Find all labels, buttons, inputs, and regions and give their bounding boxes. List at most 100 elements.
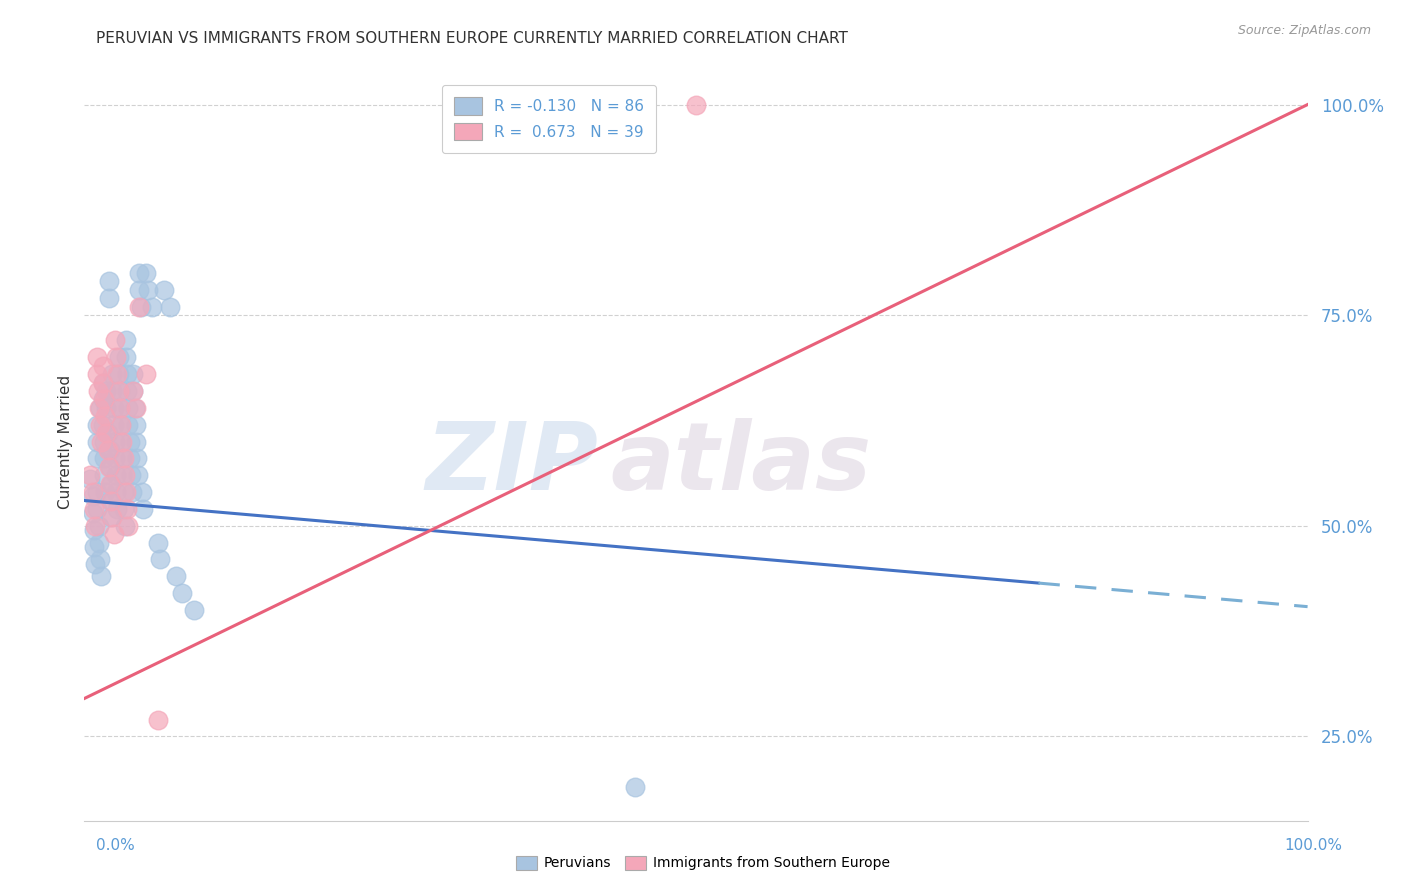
Point: [82, 489, 104, 503]
Point: [122, 384, 145, 398]
Point: [112, 485, 135, 500]
Point: [97, 426, 120, 441]
Point: [111, 468, 134, 483]
Text: atlas: atlas: [610, 418, 872, 510]
Point: [82, 485, 104, 500]
Point: [91, 376, 114, 390]
Point: [94, 485, 117, 500]
Text: 0.0%: 0.0%: [96, 838, 135, 853]
Point: [183, 603, 205, 617]
Point: [104, 451, 127, 466]
Point: [121, 485, 143, 500]
Point: [105, 367, 128, 381]
Point: [128, 300, 150, 314]
Point: [131, 485, 153, 500]
Point: [107, 351, 129, 365]
Point: [108, 401, 131, 415]
Point: [100, 493, 122, 508]
Point: [97, 291, 120, 305]
Point: [93, 451, 115, 466]
Point: [84, 557, 107, 571]
Point: [83, 502, 105, 516]
Point: [127, 468, 149, 483]
Point: [91, 417, 114, 432]
Point: [125, 401, 148, 415]
Point: [104, 434, 127, 449]
Point: [136, 283, 159, 297]
Point: [90, 434, 112, 449]
Point: [125, 417, 148, 432]
Point: [79, 472, 101, 486]
Point: [114, 468, 136, 483]
Point: [115, 384, 138, 398]
Point: [115, 502, 138, 516]
Point: [86, 367, 108, 381]
Point: [83, 523, 105, 537]
Point: [132, 502, 155, 516]
Point: [86, 451, 108, 466]
Point: [149, 552, 172, 566]
Point: [89, 552, 111, 566]
Point: [83, 540, 105, 554]
Point: [112, 451, 135, 466]
Point: [96, 401, 118, 415]
Point: [87, 535, 110, 549]
Point: [103, 417, 125, 432]
Point: [91, 359, 114, 373]
Point: [105, 502, 128, 516]
Point: [135, 266, 157, 280]
Text: 100.0%: 100.0%: [1285, 838, 1343, 853]
Point: [98, 442, 121, 457]
Point: [111, 434, 134, 449]
Point: [118, 434, 141, 449]
Point: [135, 367, 157, 381]
Point: [91, 392, 114, 407]
Point: [128, 283, 150, 297]
Point: [97, 459, 120, 474]
Point: [172, 586, 194, 600]
Point: [103, 527, 125, 541]
Point: [86, 351, 108, 365]
Point: [117, 417, 139, 432]
Point: [101, 384, 124, 398]
Point: [108, 384, 131, 398]
Point: [125, 434, 148, 449]
Point: [115, 334, 138, 348]
Legend: Peruvians, Immigrants from Southern Europe: Peruvians, Immigrants from Southern Euro…: [510, 850, 896, 876]
Point: [105, 485, 128, 500]
Point: [89, 401, 111, 415]
Legend: R = -0.130   N = 86, R =  0.673   N = 39: R = -0.130 N = 86, R = 0.673 N = 39: [441, 86, 657, 153]
Point: [100, 510, 122, 524]
Point: [112, 502, 135, 516]
Point: [100, 493, 122, 508]
Point: [153, 283, 176, 297]
Point: [86, 417, 108, 432]
Point: [107, 367, 129, 381]
Point: [94, 409, 117, 424]
Point: [129, 300, 152, 314]
Point: [111, 451, 134, 466]
Point: [125, 451, 148, 466]
Point: [124, 401, 146, 415]
Point: [117, 518, 139, 533]
Point: [93, 468, 115, 483]
Point: [146, 535, 169, 549]
Point: [120, 468, 142, 483]
Point: [84, 518, 107, 533]
Point: [100, 476, 122, 491]
Point: [685, 97, 707, 112]
Point: [87, 384, 110, 398]
Point: [122, 367, 145, 381]
Point: [87, 518, 110, 533]
Point: [115, 367, 138, 381]
Point: [82, 506, 104, 520]
Text: ZIP: ZIP: [425, 418, 598, 510]
Point: [141, 300, 163, 314]
Point: [93, 434, 115, 449]
Point: [115, 485, 138, 500]
Point: [104, 334, 127, 348]
Point: [624, 780, 647, 794]
Point: [165, 569, 187, 583]
Point: [110, 417, 132, 432]
Point: [110, 434, 132, 449]
